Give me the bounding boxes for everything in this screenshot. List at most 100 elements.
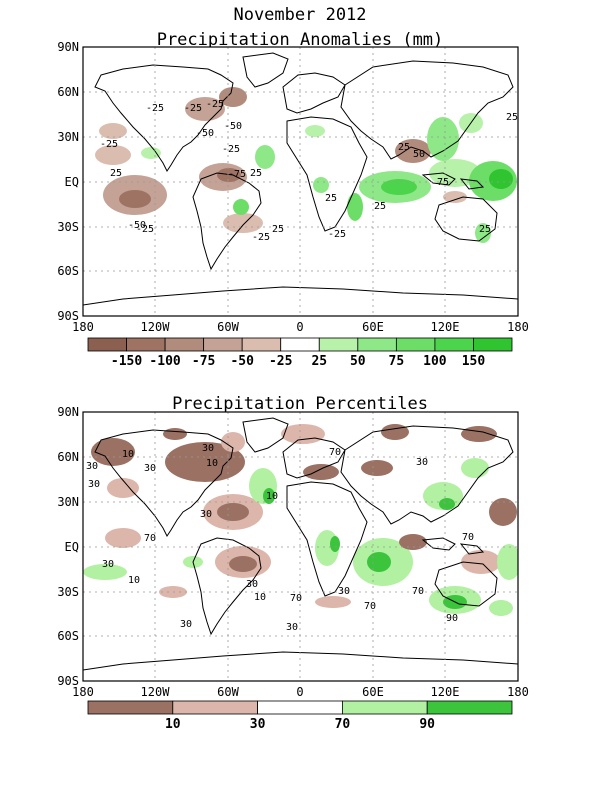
colorbar-label: -150 bbox=[111, 354, 142, 369]
colorbar-label: 50 bbox=[350, 354, 366, 369]
colorbar-swatch bbox=[426, 700, 513, 715]
colorbar-swatch bbox=[164, 337, 205, 352]
contour-labels: 30 30 10 30 30 10 10 70 30 70 30 30 10 3… bbox=[86, 443, 474, 633]
percentiles-title: Precipitation Percentiles bbox=[172, 394, 428, 414]
contour-label: -25 bbox=[184, 103, 202, 114]
colorbar-swatch bbox=[434, 337, 474, 352]
contour-label: 30 bbox=[416, 457, 428, 468]
lon-tick: 180 bbox=[507, 320, 529, 334]
lat-tick: EQ bbox=[65, 540, 79, 554]
colorbar-label: 90 bbox=[419, 717, 435, 732]
contour-label: -25 bbox=[222, 144, 240, 155]
colorbar-label: -75 bbox=[192, 354, 215, 369]
colorbar-label: 70 bbox=[335, 717, 351, 732]
colorbar-swatch bbox=[395, 337, 436, 352]
lon-tick: 180 bbox=[72, 320, 94, 334]
colorbar-label: -25 bbox=[269, 354, 292, 369]
contour-label: 10 bbox=[266, 491, 278, 502]
lon-tick: 60E bbox=[362, 320, 384, 334]
contour-label: 25 bbox=[272, 224, 284, 235]
contour-label: 10 bbox=[206, 458, 218, 469]
colorbar-swatch bbox=[257, 700, 343, 715]
contour-label: 75 bbox=[437, 177, 449, 188]
colorbar-label: 25 bbox=[311, 354, 327, 369]
lat-tick: 90N bbox=[57, 40, 79, 54]
percentiles-map: 30 30 10 30 30 10 10 70 30 70 30 30 10 3… bbox=[57, 405, 529, 732]
lon-tick: 60W bbox=[217, 320, 239, 334]
lon-axis-labels: 180 120W 60W 0 60E 120E 180 bbox=[72, 320, 529, 334]
lat-tick: 60S bbox=[57, 264, 79, 278]
contour-label: 70 bbox=[144, 533, 156, 544]
lat-tick: 60S bbox=[57, 629, 79, 643]
contour-label: 25 bbox=[325, 193, 337, 204]
contour-label: 30 bbox=[86, 461, 98, 472]
colorbar-swatch bbox=[126, 337, 166, 352]
colorbar-label: 30 bbox=[250, 717, 266, 732]
lat-axis-labels: 90N 60N 30N EQ 30S 60S 90S bbox=[57, 405, 79, 688]
contour-label: 25 bbox=[398, 142, 410, 153]
contour-label: 70 bbox=[290, 593, 302, 604]
contour-label: 10 bbox=[128, 575, 140, 586]
contour-label: -50 bbox=[196, 128, 214, 139]
colorbar-label: 150 bbox=[462, 354, 486, 369]
lon-tick: 120W bbox=[141, 685, 171, 699]
lat-tick: 90S bbox=[57, 674, 79, 688]
lat-axis-labels: 90N 60N 30N EQ 30S 60S 90S bbox=[57, 40, 79, 323]
anomaly-colorbar: -150 -100 -75 -50 -25 25 50 75 100 150 bbox=[87, 337, 513, 369]
lat-tick: 90S bbox=[57, 309, 79, 323]
contour-label: 70 bbox=[364, 601, 376, 612]
lon-tick: 180 bbox=[72, 685, 94, 699]
contour-label: 30 bbox=[286, 622, 298, 633]
contour-labels: -25 -25 25 -50 -25 -25 -25 -50 -50 -25 -… bbox=[100, 99, 518, 243]
lat-tick: 30S bbox=[57, 585, 79, 599]
lat-tick: 30N bbox=[57, 130, 79, 144]
contour-label: 25 bbox=[110, 168, 122, 179]
contour-label: -50 bbox=[128, 220, 146, 231]
colorbar-label: -100 bbox=[149, 354, 180, 369]
lon-axis-labels: 180 120W 60W 0 60E 120E 180 bbox=[72, 685, 529, 699]
graticule bbox=[83, 47, 518, 316]
map-date-title: November 2012 bbox=[233, 5, 367, 25]
colorbar-swatch bbox=[280, 337, 320, 352]
contour-label: 70 bbox=[462, 532, 474, 543]
contour-label: -25 bbox=[146, 103, 164, 114]
colorbar-swatch bbox=[172, 700, 259, 715]
lat-tick: 30S bbox=[57, 220, 79, 234]
anomalies-title: Precipitation Anomalies (mm) bbox=[156, 30, 444, 50]
colorbar-swatch bbox=[357, 337, 397, 352]
contour-label: 30 bbox=[200, 509, 212, 520]
colorbar-swatch bbox=[318, 337, 359, 352]
lat-tick: 30N bbox=[57, 495, 79, 509]
contour-label: -75 bbox=[228, 169, 246, 180]
colorbar-swatch bbox=[87, 337, 127, 352]
contour-label: 10 bbox=[122, 449, 134, 460]
colorbar-swatch bbox=[341, 700, 428, 715]
contour-label: 90 bbox=[446, 613, 458, 624]
colorbar-swatch bbox=[473, 337, 513, 352]
lon-tick: 0 bbox=[296, 685, 303, 699]
contour-label: 25 bbox=[250, 168, 262, 179]
colorbar-label: 100 bbox=[423, 354, 447, 369]
contour-label: 25 bbox=[374, 201, 386, 212]
contour-label: -25 bbox=[328, 229, 346, 240]
contour-label: -25 bbox=[206, 99, 224, 110]
percentile-colorbar: 10 30 70 90 bbox=[87, 700, 513, 732]
lat-tick: 60N bbox=[57, 85, 79, 99]
contour-label: -25 bbox=[252, 232, 270, 243]
colorbar-swatch bbox=[87, 700, 174, 715]
lat-tick: 90N bbox=[57, 405, 79, 419]
contour-label: 25 bbox=[506, 112, 518, 123]
anomalies-map: -25 -25 25 -50 -25 -25 -25 -50 -50 -25 -… bbox=[57, 40, 529, 369]
contour-label: 10 bbox=[254, 592, 266, 603]
lon-tick: 120W bbox=[141, 320, 171, 334]
contour-label: -25 bbox=[100, 139, 118, 150]
lon-tick: 180 bbox=[507, 685, 529, 699]
lat-tick: EQ bbox=[65, 175, 79, 189]
colorbar-label: 10 bbox=[165, 717, 181, 732]
percentile-shading bbox=[83, 424, 518, 616]
colorbar-swatch bbox=[203, 337, 243, 352]
contour-label: 30 bbox=[180, 619, 192, 630]
contour-label: 30 bbox=[338, 586, 350, 597]
lon-tick: 60W bbox=[217, 685, 239, 699]
contour-label: 50 bbox=[413, 149, 425, 160]
